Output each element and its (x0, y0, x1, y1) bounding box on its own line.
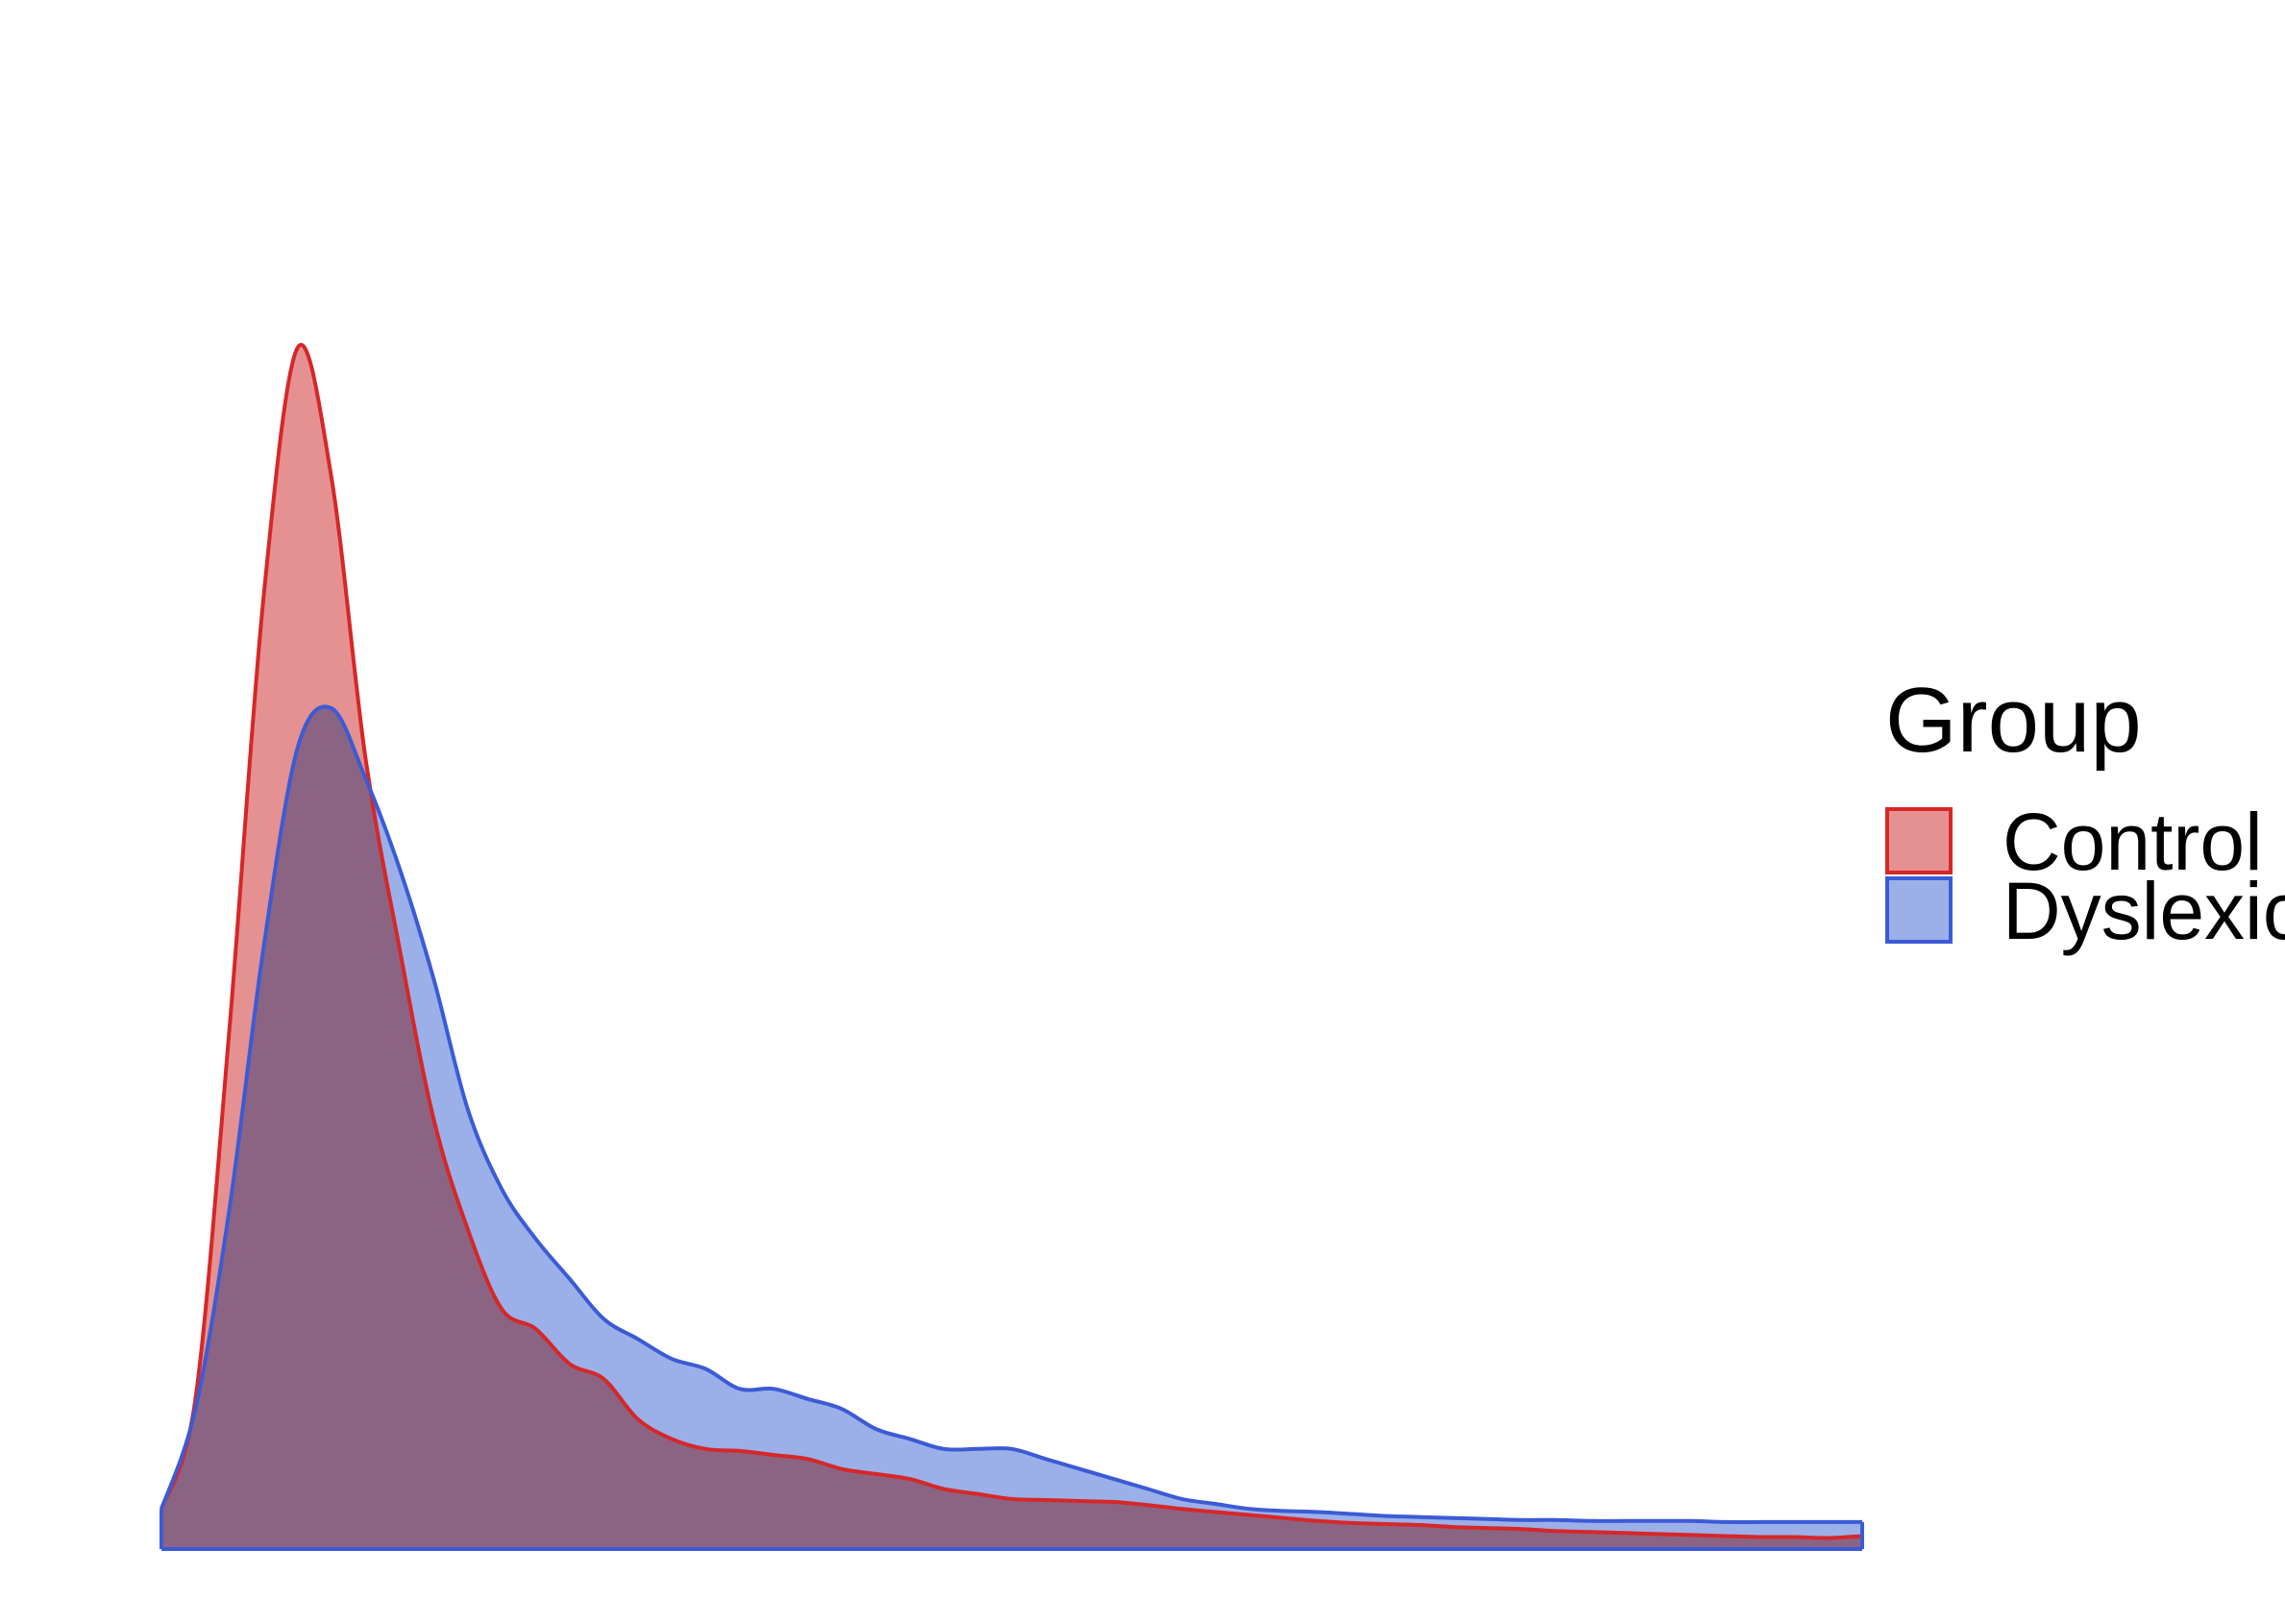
density-line-dyslexic (160, 704, 1862, 1524)
density-line-control (160, 343, 1863, 1540)
legend: Group Control Dyslexic (1885, 669, 2285, 956)
legend-label-dyslexic: Dyslexic (2002, 866, 2285, 956)
density-area-dyslexic (161, 706, 1862, 1549)
plot-area (160, 343, 1864, 1551)
legend-key-control (1885, 807, 1953, 874)
legend-label-control: Control (2002, 797, 2263, 887)
legend-title: Group (1885, 669, 2142, 772)
legend-key-dyslexic (1885, 876, 1953, 944)
